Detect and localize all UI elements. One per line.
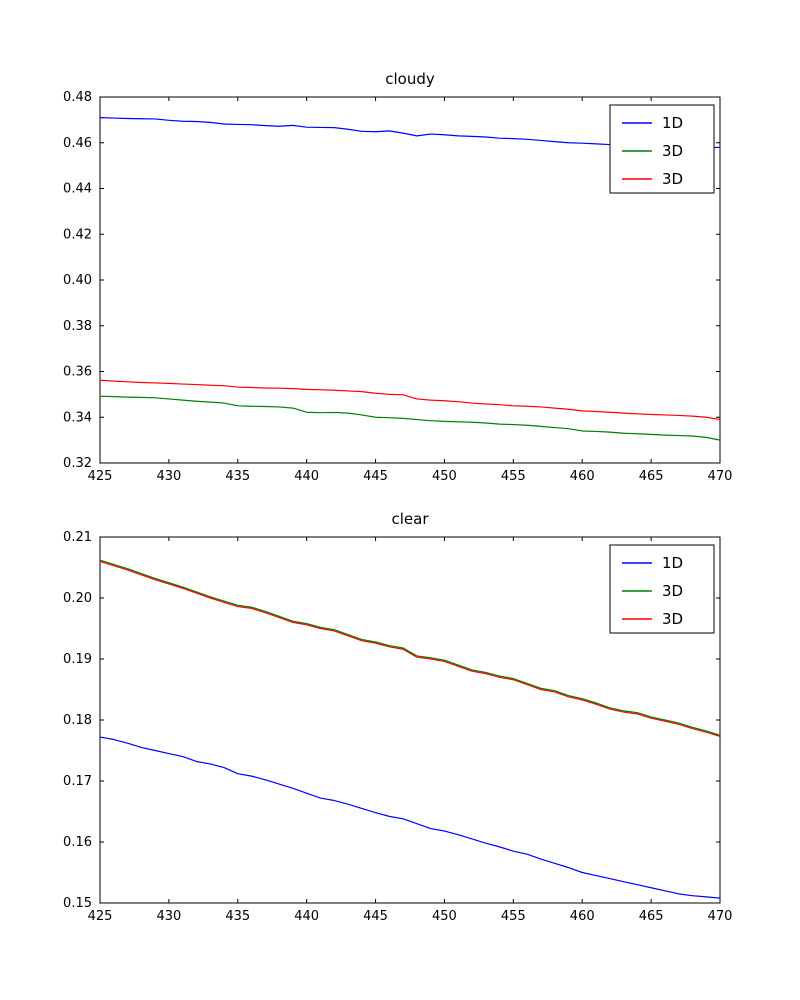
y-tick-label: 0.19 [63,652,92,667]
legend-label: 3D [662,142,683,160]
y-tick-label: 0.15 [63,896,92,911]
line-series-2-3D [99,560,721,738]
y-tick-label: 0.21 [63,530,92,545]
legend-label: 1D [662,554,683,572]
x-tick-label: 465 [639,469,664,484]
line-series-1-3D [99,559,721,736]
legend: 1D 3D 3D [609,104,715,194]
legend-label: 1D [662,114,683,132]
x-tick-label: 465 [639,909,664,924]
x-tick-label: 435 [225,909,250,924]
x-tick-label: 455 [501,469,526,484]
y-tick-label: 0.17 [63,774,92,789]
x-tick-label: 470 [708,469,733,484]
y-tick-label: 0.20 [63,591,92,606]
x-tick-label: 440 [294,469,319,484]
y-tick-label: 0.32 [63,456,92,471]
chart-clear: clear 425 430 435 440 445 450 455 460 465 470 0.15… [0,500,800,1000]
line-series-2-3D [99,379,721,421]
x-tick-label: 425 [88,469,113,484]
x-tick-label: 455 [501,909,526,924]
y-tick-label: 0.48 [63,90,92,105]
x-tick-label: 470 [708,909,733,924]
y-tick-label: 0.16 [63,835,92,850]
cloudy-plot-svg: 425 430 435 440 445 450 455 460 465 470 0.32 0.34 0.… [63,90,732,484]
x-tick-label: 425 [88,909,113,924]
line-series-1-3D [99,395,721,441]
legend-label: 3D [662,170,683,188]
y-tick-label: 0.40 [63,273,92,288]
legend-label: 3D [662,610,683,628]
x-tick-label: 450 [432,469,457,484]
clear-plot-svg: 425 430 435 440 445 450 455 460 465 470 0.15 0.16 0.… [63,530,732,924]
x-tick-label: 445 [363,909,388,924]
x-tick-label: 460 [570,469,595,484]
y-tick-label: 0.44 [63,182,92,197]
y-tick-label: 0.46 [63,136,92,151]
x-tick-label: 445 [363,469,388,484]
x-tick-label: 430 [156,909,181,924]
series [99,559,721,899]
x-tick-label: 440 [294,909,319,924]
axes: 425 430 435 440 445 450 455 460 465 470 0.32 0.34 0.… [63,90,732,484]
chart-cloudy: cloudy 425 430 435 440 445 450 455 460 465 470 0.3… [63,70,732,484]
y-tick-label: 0.18 [63,713,92,728]
y-tick-label: 0.38 [63,319,92,334]
line-series-0-1D [99,736,721,899]
x-tick-label: 430 [156,469,181,484]
y-tick-label: 0.34 [63,410,92,425]
x-tick-label: 460 [570,909,595,924]
chart-title-cloudy: cloudy [385,70,435,88]
axes: 425 430 435 440 445 450 455 460 465 470 0.15 0.16 0.… [63,530,732,924]
x-tick-label: 435 [225,469,250,484]
x-tick-label: 450 [432,909,457,924]
y-tick-label: 0.42 [63,227,92,242]
y-tick-label: 0.36 [63,365,92,380]
chart-title-clear: clear [391,510,429,528]
legend-label: 3D [662,582,683,600]
legend: 1D 3D 3D [609,544,715,634]
